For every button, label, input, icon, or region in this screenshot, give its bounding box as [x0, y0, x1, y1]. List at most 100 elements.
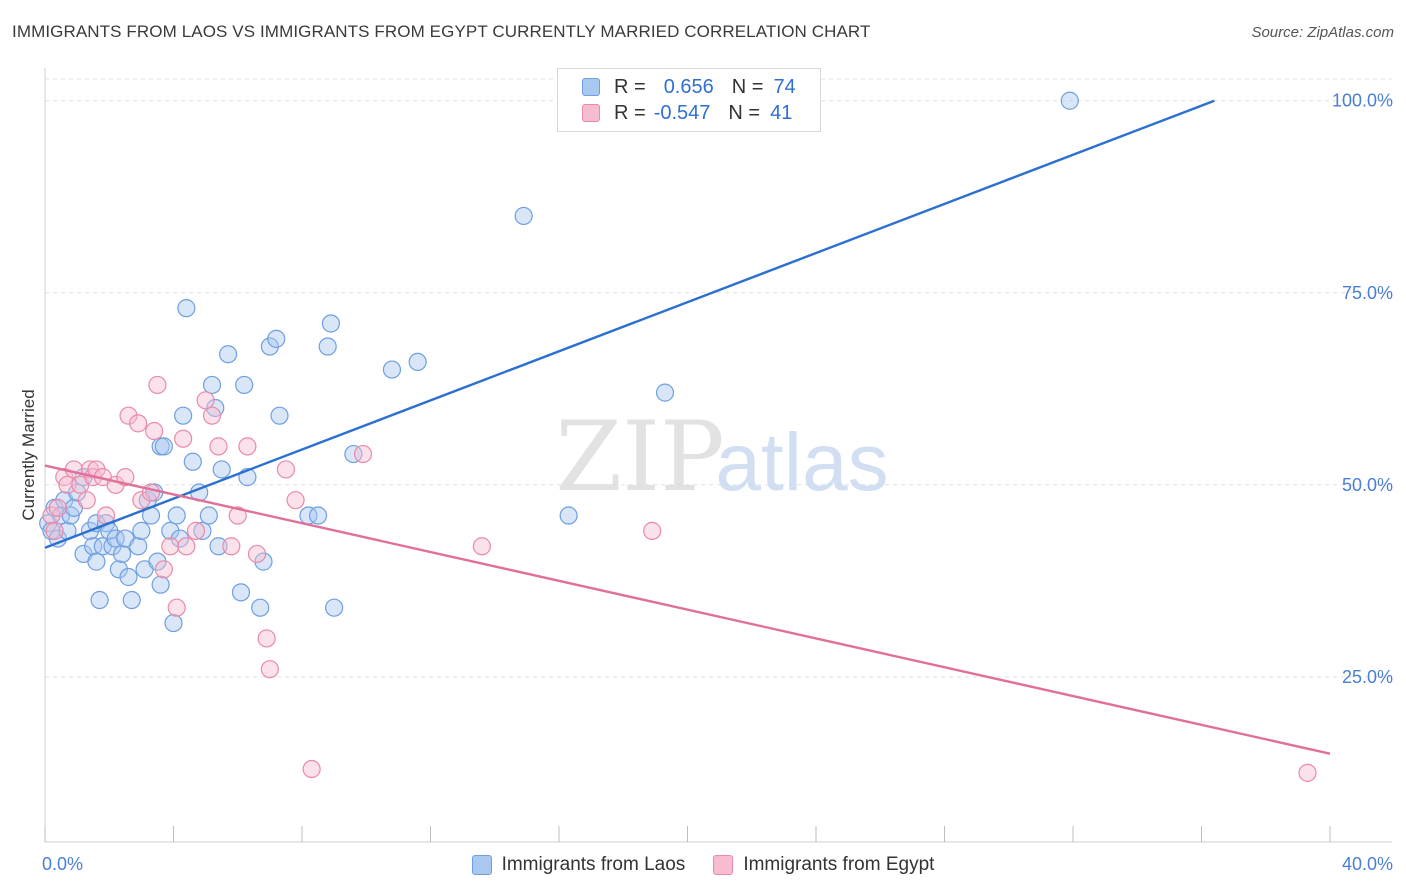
legend-r-value: -0.547 [653, 101, 711, 124]
point-egypt [77, 491, 96, 510]
legend-n-label: N = [728, 101, 761, 124]
point-laos [151, 575, 170, 594]
legend-label-laos: Immigrants from Laos [501, 854, 686, 875]
point-laos [193, 521, 212, 540]
point-egypt [260, 660, 279, 679]
point-laos [308, 506, 328, 525]
point-egypt [64, 460, 84, 479]
trend-line-laos [44, 99, 1215, 549]
point-laos [209, 537, 228, 556]
x-tick-label: 40.0% [1342, 854, 1393, 874]
legend-swatch-laos [582, 78, 600, 96]
point-egypt [276, 460, 296, 479]
point-laos [161, 521, 180, 540]
point-egypt [132, 491, 151, 510]
point-egypt [302, 759, 321, 779]
point-laos [251, 598, 270, 617]
point-egypt [353, 444, 373, 464]
trend-line-egypt [44, 464, 1331, 755]
legend-n-value: 41 [770, 101, 793, 124]
point-egypt [286, 491, 305, 510]
point-laos [106, 529, 125, 548]
point-egypt [177, 537, 196, 556]
point-egypt [161, 537, 180, 556]
point-laos [559, 506, 578, 525]
watermark: ZIP atlas [555, 401, 888, 513]
point-egypt [174, 429, 193, 448]
point-egypt [228, 506, 247, 525]
y-tick-label: 100.0% [1332, 91, 1393, 111]
legend-n-value: 74 [773, 75, 796, 98]
legend-n-label: N = [731, 75, 764, 98]
point-laos [109, 560, 128, 579]
point-laos [270, 406, 289, 425]
point-laos [174, 406, 193, 425]
point-laos [318, 337, 337, 356]
point-laos [122, 590, 141, 610]
point-laos [167, 506, 186, 525]
point-egypt [222, 537, 241, 556]
point-laos [164, 613, 183, 633]
y-axis-label: Currently Married [19, 389, 38, 520]
point-laos [382, 360, 402, 379]
legend-r-label: R = [614, 75, 646, 98]
legend-row-egypt: R = -0.547 N = 41 [582, 100, 792, 126]
point-laos [202, 375, 222, 395]
point-egypt [48, 498, 67, 517]
point-laos [112, 544, 132, 564]
point-laos [514, 206, 533, 226]
point-laos [177, 299, 196, 318]
point-laos [87, 552, 106, 571]
point-laos [408, 352, 427, 372]
point-laos [235, 375, 254, 395]
point-egypt [116, 468, 135, 487]
legend-label-egypt: Immigrants from Egypt [743, 854, 935, 875]
legend-swatch-egypt [582, 104, 600, 122]
legend-swatch-egypt [713, 855, 734, 875]
point-egypt [45, 521, 64, 540]
point-laos [132, 521, 151, 540]
point-egypt [196, 391, 215, 410]
point-egypt [209, 437, 228, 456]
source-label: Source: ZipAtlas.com [1251, 24, 1394, 41]
watermark-atlas: atlas [715, 417, 888, 508]
data-points [39, 91, 1317, 782]
point-egypt [154, 560, 173, 579]
point-egypt [186, 521, 206, 540]
x-tick-label: 0.0% [42, 854, 83, 874]
point-egypt [167, 598, 186, 617]
point-egypt [148, 375, 167, 395]
y-tick-label: 50.0% [1342, 475, 1393, 495]
point-egypt [643, 521, 662, 540]
point-egypt [247, 544, 267, 564]
y-tick-label: 25.0% [1342, 667, 1393, 687]
legend-r-label: R = [614, 101, 646, 124]
point-laos [212, 460, 231, 479]
point-laos [119, 567, 138, 587]
point-egypt [472, 537, 491, 556]
point-laos [231, 583, 251, 602]
chart-title: IMMIGRANTS FROM LAOS VS IMMIGRANTS FROM … [12, 22, 871, 41]
legend-r-value: 0.656 [663, 75, 714, 98]
point-laos [129, 537, 148, 556]
legend-item-laos[interactable]: Immigrants from Laos [471, 854, 686, 876]
legend-swatch-laos [471, 855, 492, 875]
trend-lines [44, 99, 1331, 755]
point-egypt [257, 629, 276, 648]
watermark-zip: ZIP [555, 401, 724, 513]
point-laos [154, 437, 173, 456]
point-laos [183, 452, 202, 471]
point-laos [321, 314, 341, 333]
point-laos [90, 590, 109, 610]
point-egypt [1298, 763, 1317, 782]
point-egypt [141, 483, 161, 502]
axes [44, 68, 1392, 843]
point-egypt [145, 421, 164, 441]
point-egypt [238, 437, 257, 456]
point-egypt [202, 406, 222, 425]
y-tick-label: 75.0% [1342, 283, 1393, 303]
legend-row-laos: R = 0.656 N = 74 [582, 74, 796, 100]
point-laos [199, 506, 218, 525]
legend-item-egypt[interactable]: Immigrants from Egypt [713, 854, 934, 876]
